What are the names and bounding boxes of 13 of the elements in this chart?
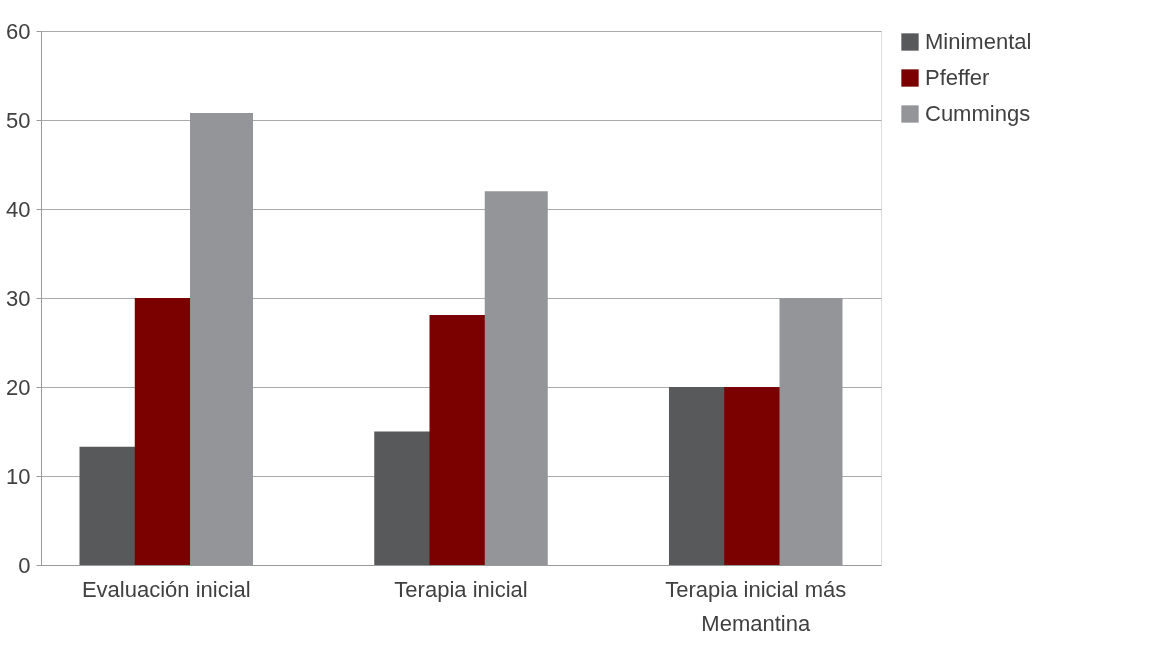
y-tick-label: 20 bbox=[6, 374, 31, 400]
legend-label: Pfeffer bbox=[925, 65, 990, 90]
legend-label: Minimental bbox=[925, 29, 1032, 54]
legend-label: Cummings bbox=[925, 101, 1031, 126]
x-tick-label: Terapia inicial más Memantina bbox=[665, 576, 847, 636]
y-tick-label: 10 bbox=[6, 463, 31, 489]
y-tick-label: 40 bbox=[6, 196, 31, 222]
y-tick-label: 60 bbox=[6, 18, 31, 44]
y-tick-label: 30 bbox=[6, 285, 31, 311]
x-tick-label: Evaluación inicial bbox=[81, 576, 251, 602]
y-tick-label: 0 bbox=[18, 552, 31, 578]
x-tick-label: Terapia inicial bbox=[394, 576, 528, 602]
y-tick-label: 50 bbox=[6, 107, 31, 133]
